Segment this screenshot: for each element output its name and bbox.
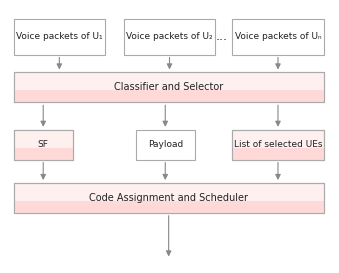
- Text: Payload: Payload: [148, 140, 183, 149]
- FancyBboxPatch shape: [232, 19, 324, 55]
- Text: ...: ...: [216, 30, 228, 43]
- FancyBboxPatch shape: [136, 130, 195, 160]
- FancyBboxPatch shape: [14, 72, 324, 102]
- FancyBboxPatch shape: [14, 130, 73, 160]
- FancyBboxPatch shape: [232, 130, 324, 160]
- Text: List of selected UEs: List of selected UEs: [234, 140, 322, 149]
- FancyBboxPatch shape: [232, 148, 324, 160]
- FancyBboxPatch shape: [14, 90, 324, 102]
- FancyBboxPatch shape: [14, 201, 324, 213]
- Text: Classifier and Selector: Classifier and Selector: [114, 82, 223, 92]
- FancyBboxPatch shape: [14, 148, 73, 160]
- FancyBboxPatch shape: [14, 19, 105, 55]
- Text: Voice packets of U₂: Voice packets of U₂: [126, 32, 213, 41]
- FancyBboxPatch shape: [14, 183, 324, 213]
- Text: Code Assignment and Scheduler: Code Assignment and Scheduler: [89, 193, 248, 203]
- Text: SF: SF: [38, 140, 49, 149]
- Text: Voice packets of Uₙ: Voice packets of Uₙ: [235, 32, 321, 41]
- FancyBboxPatch shape: [124, 19, 215, 55]
- Text: Voice packets of U₁: Voice packets of U₁: [16, 32, 103, 41]
